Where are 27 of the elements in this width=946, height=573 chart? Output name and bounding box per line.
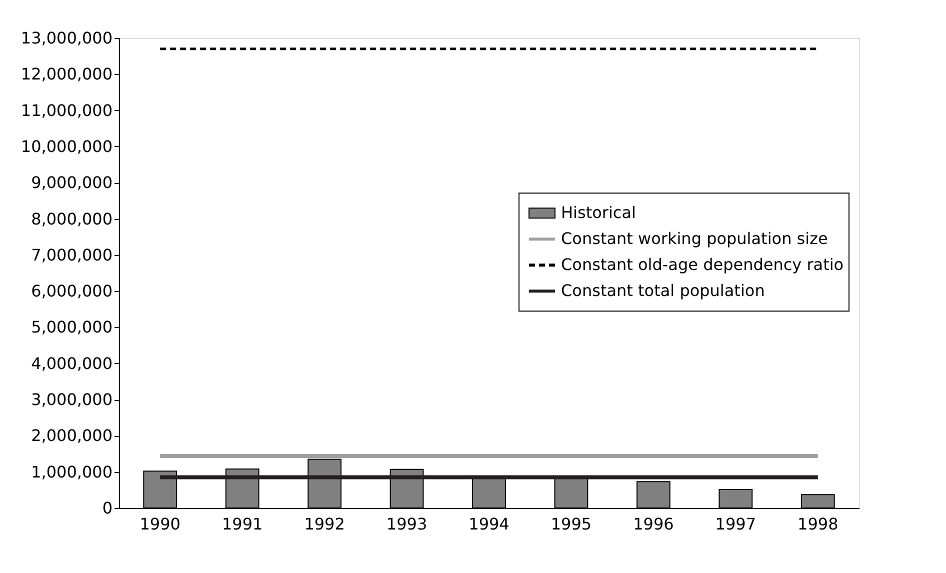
x-tick-label: 1993 bbox=[386, 514, 428, 534]
y-tick-label: 5,000,000 bbox=[31, 318, 112, 337]
y-tick-label: 1,000,000 bbox=[31, 462, 112, 482]
y-tick-label: 13,000,000 bbox=[20, 28, 112, 48]
legend-label: Constant total population bbox=[561, 281, 765, 300]
x-tick-label: 1990 bbox=[140, 514, 180, 534]
y-tick-label: 9,000,000 bbox=[31, 173, 112, 192]
y-tick-label: 6,000,000 bbox=[31, 282, 112, 301]
x-tick-label: 1995 bbox=[550, 514, 592, 534]
y-tick-label: 0 bbox=[102, 498, 112, 518]
legend-label: Constant old-age dependency ratio bbox=[561, 255, 844, 274]
y-tick-label: 2,000,000 bbox=[31, 426, 112, 446]
y-tick-label: 12,000,000 bbox=[20, 64, 112, 84]
y-tick-label: 7,000,000 bbox=[31, 245, 112, 264]
y-tick-label: 8,000,000 bbox=[31, 209, 112, 228]
x-tick-label: 1992 bbox=[304, 514, 345, 534]
y-tick-label: 10,000,000 bbox=[20, 136, 112, 156]
x-tick-label: 1991 bbox=[222, 514, 263, 534]
x-tick-label: 1996 bbox=[633, 514, 674, 534]
x-tick-label: 1994 bbox=[468, 514, 510, 534]
y-tick-label: 11,000,000 bbox=[20, 100, 112, 120]
y-tick-label: 3,000,000 bbox=[31, 390, 112, 410]
legend-label: Historical bbox=[561, 203, 636, 222]
x-tick-label: 1997 bbox=[715, 514, 756, 534]
y-tick-label: 4,000,000 bbox=[31, 354, 112, 373]
legend-label: Constant working population size bbox=[561, 229, 828, 248]
x-tick-label: 1998 bbox=[798, 514, 838, 534]
